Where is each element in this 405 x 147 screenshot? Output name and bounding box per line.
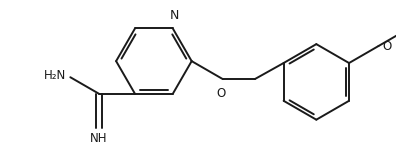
Text: O: O [216, 87, 225, 100]
Text: O: O [382, 40, 390, 52]
Text: H₂N: H₂N [43, 69, 66, 82]
Text: NH: NH [90, 132, 108, 145]
Text: N: N [170, 9, 179, 22]
